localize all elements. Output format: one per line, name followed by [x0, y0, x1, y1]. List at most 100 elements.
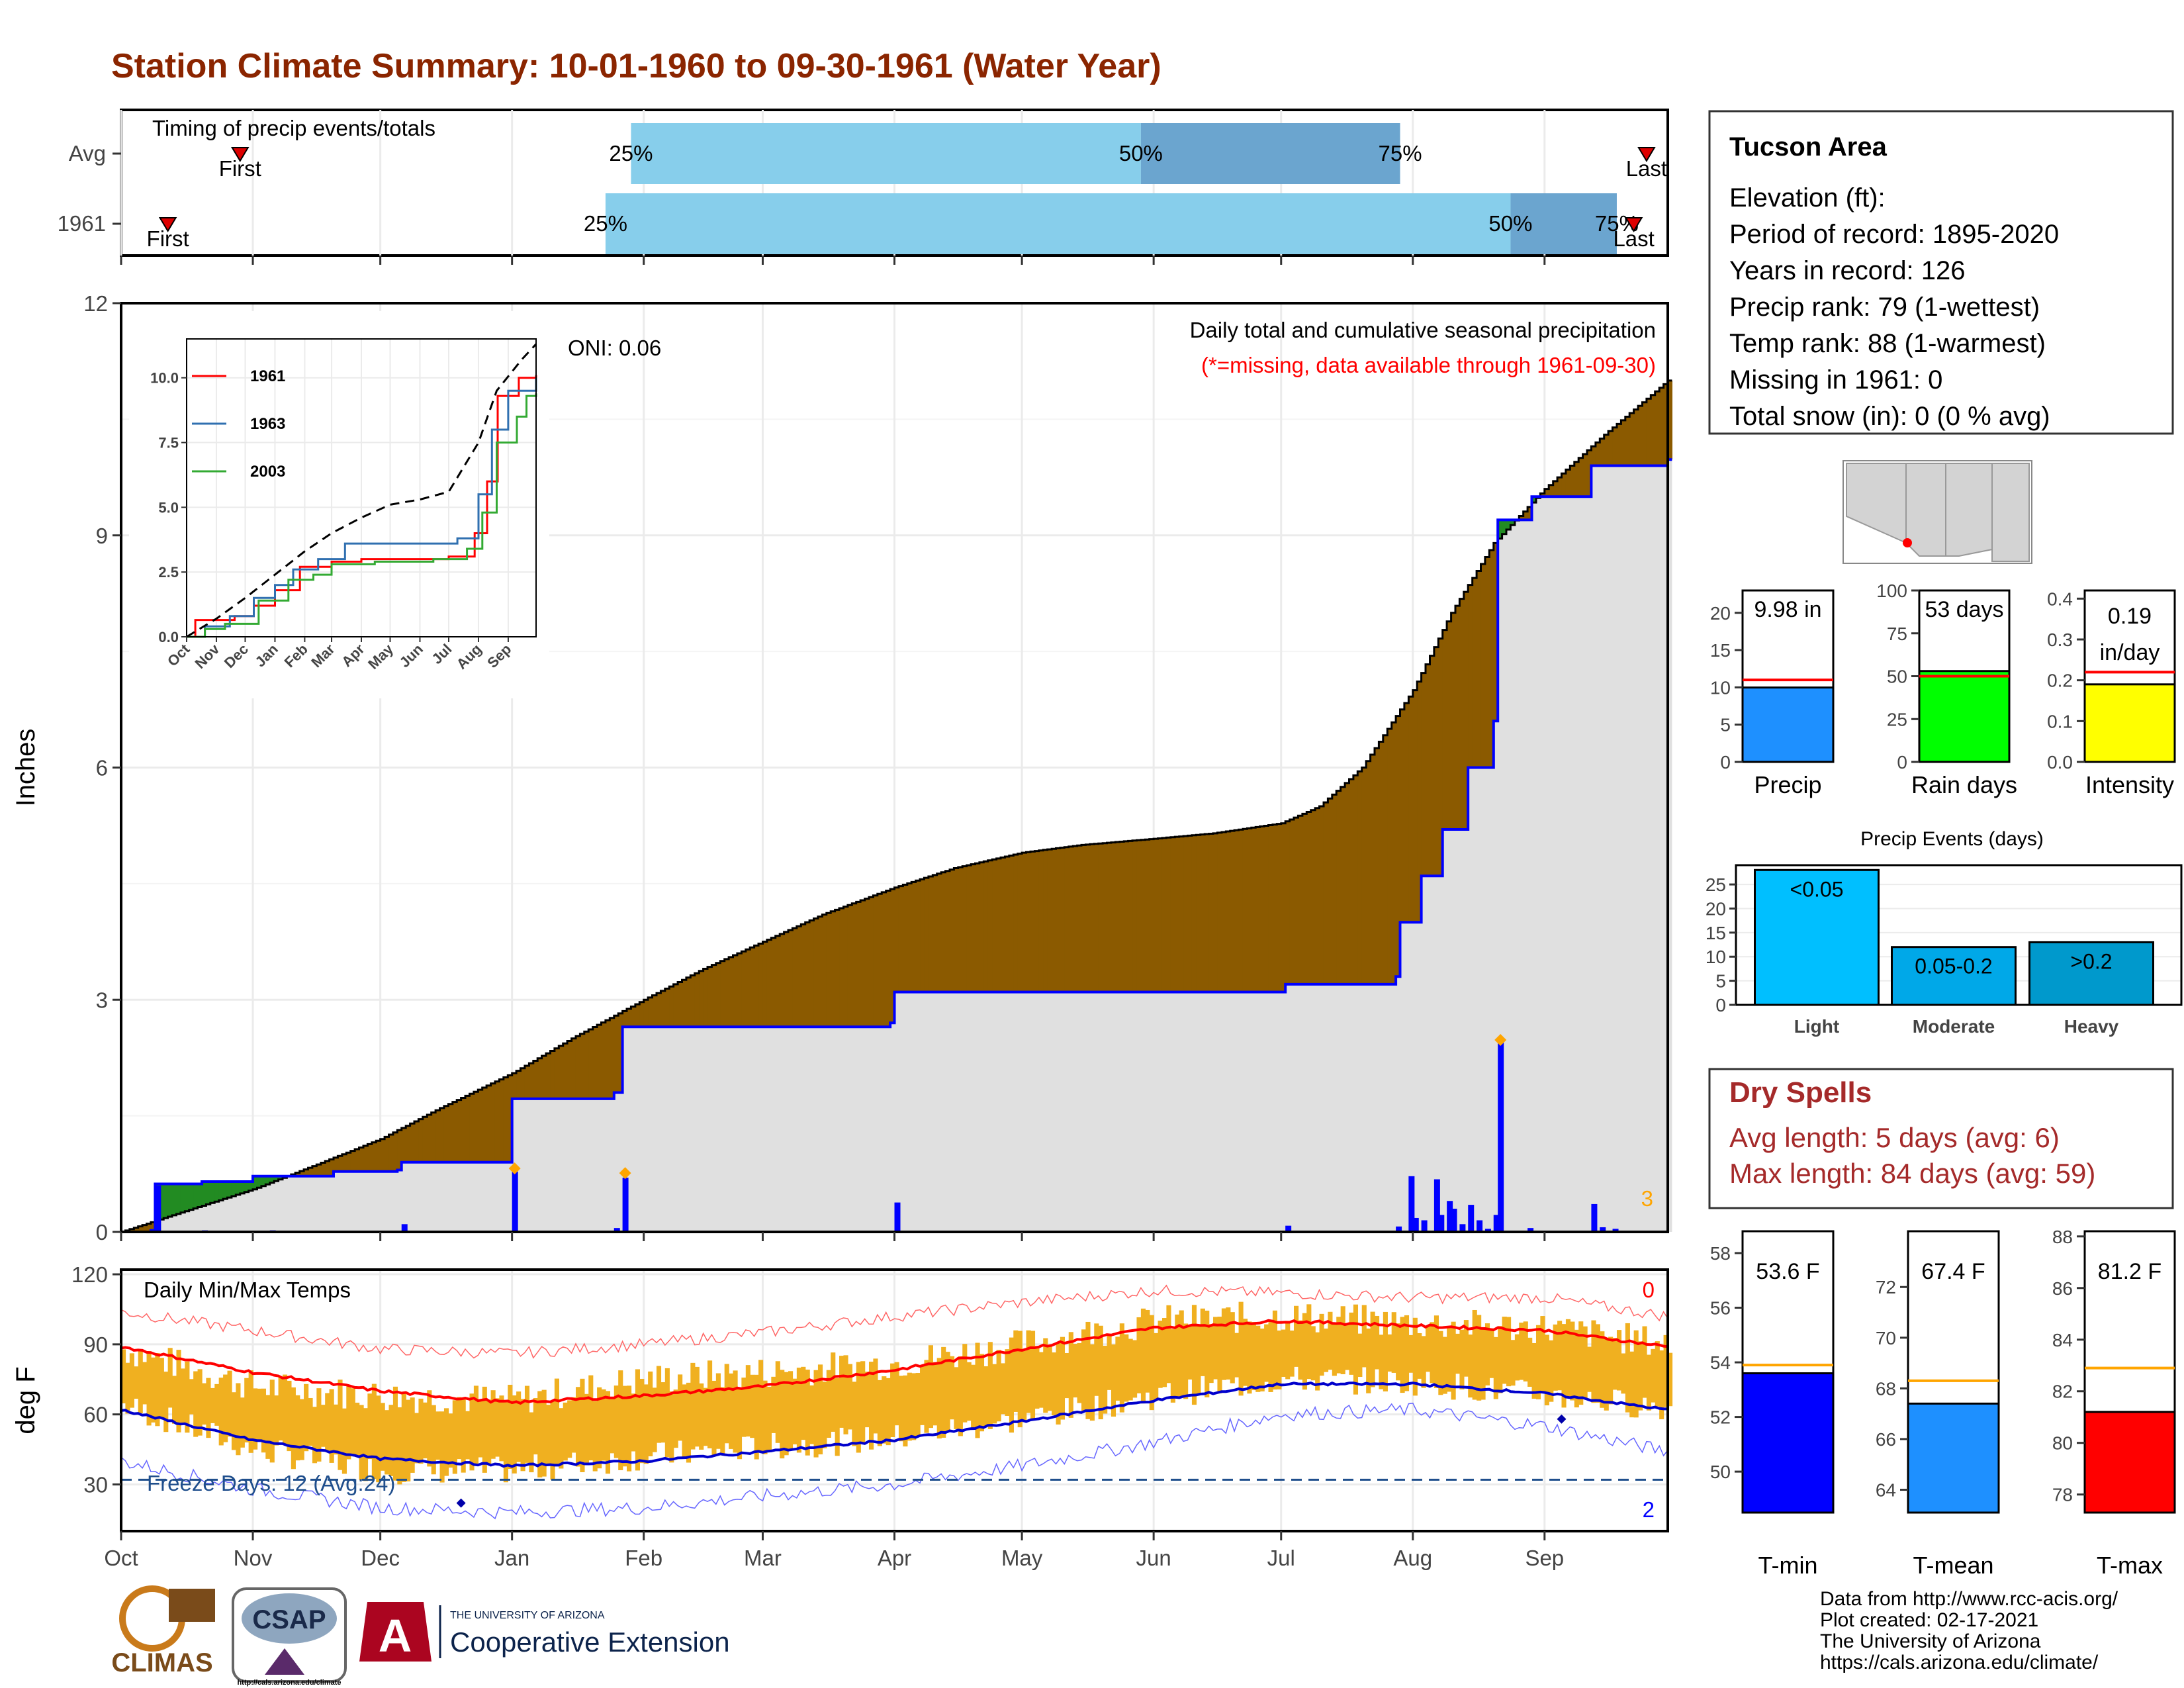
deficit-area	[533, 1060, 538, 1099]
daily-temp-bar	[1132, 1340, 1138, 1398]
tmean-y-tick-label: 70	[1876, 1328, 1896, 1348]
deficit-area	[559, 1045, 564, 1099]
daily-temp-bar	[715, 1373, 721, 1449]
deficit-area	[745, 949, 751, 1027]
daily-temp-bar	[1319, 1313, 1324, 1376]
daily-temp-bar	[983, 1366, 989, 1427]
deficit-area	[1477, 571, 1482, 768]
deficit-area	[427, 1114, 432, 1162]
daily-temp-bar	[325, 1393, 330, 1451]
daily-temp-bar	[167, 1348, 173, 1408]
station-info-line: Years in record: 126	[1729, 256, 1966, 285]
daily-precip-bar	[1451, 1208, 1457, 1232]
daily-temp-bar	[341, 1408, 347, 1474]
rain_days-panel: 0 25 50 75 100 53 days Rain days	[1876, 581, 2017, 798]
daily-temp-bar	[656, 1366, 662, 1443]
inset-y-tick-label: 7.5	[158, 435, 179, 451]
deficit-area	[780, 933, 785, 1027]
daily-temp-bar	[1502, 1317, 1507, 1384]
daily-temp-bar	[1659, 1350, 1664, 1420]
deficit-area	[1115, 842, 1120, 992]
precip-event-bar-label: 0.05-0.2	[1915, 955, 1992, 978]
deficit-area	[809, 920, 815, 1027]
deficit-area	[1604, 434, 1609, 466]
daily-temp-bar	[1638, 1341, 1643, 1411]
deficit-area	[1357, 771, 1363, 984]
daily-temp-bar	[1582, 1326, 1588, 1399]
deficit-area	[1052, 849, 1057, 992]
daily-temp-bar	[316, 1388, 322, 1462]
daily-temp-bar	[490, 1390, 496, 1459]
daily-precip-bar	[1408, 1176, 1415, 1232]
deficit-area	[754, 945, 759, 1027]
daily-temp-bar	[1068, 1332, 1073, 1418]
daily-temp-bar	[1506, 1317, 1512, 1387]
deficit-area	[631, 1006, 636, 1027]
daily-temp-bar	[1073, 1344, 1078, 1398]
deficit-area	[1217, 832, 1222, 992]
deficit-area	[1595, 442, 1600, 466]
daily-temp-bar	[1625, 1323, 1630, 1413]
surplus-area	[189, 1184, 194, 1210]
deficit-area	[410, 1123, 415, 1162]
deficit-area	[805, 922, 810, 1027]
daily-temp-bar	[435, 1411, 441, 1460]
daily-temp-bar	[1230, 1312, 1235, 1383]
deficit-area	[1200, 834, 1205, 992]
daily-temp-bar	[1544, 1335, 1549, 1406]
deficit-area	[860, 900, 866, 1027]
daily-temp-bar	[448, 1413, 453, 1468]
precip-event-bar	[2028, 941, 2154, 1006]
deficit-area	[601, 1022, 606, 1099]
deficit-area	[355, 1149, 360, 1172]
daily-temp-bar	[1408, 1335, 1414, 1373]
deficit-area	[784, 931, 789, 1027]
deficit-area	[1353, 775, 1358, 984]
ua-logo-large-text: Cooperative Extension	[450, 1626, 730, 1658]
record-marker-icon	[619, 1167, 631, 1180]
deficit-area	[1013, 855, 1019, 992]
precip_total-y-tick-label: 0	[1720, 752, 1731, 773]
tmin-category-label: T-min	[1758, 1552, 1818, 1579]
deficit-area	[1064, 847, 1069, 992]
precip-events-y-tick-label: 15	[1706, 923, 1726, 943]
daily-temp-bar	[817, 1364, 823, 1455]
daily-temp-bar	[1621, 1353, 1626, 1394]
deficit-area	[529, 1063, 534, 1099]
temp-y-tick-label: 30	[83, 1472, 108, 1497]
deficit-area	[1608, 431, 1614, 466]
daily-temp-bar	[843, 1355, 848, 1434]
deficit-area	[1455, 606, 1461, 830]
daily-temp-bar	[941, 1346, 946, 1438]
deficit-area	[1655, 391, 1660, 466]
month-tick-label: Sep	[1525, 1546, 1564, 1570]
daily-temp-bar	[201, 1383, 207, 1425]
timing-bar-50-75	[1140, 123, 1400, 184]
deficit-area	[1077, 845, 1082, 992]
daily-temp-bar	[197, 1369, 203, 1436]
daily-temp-bar	[1034, 1346, 1040, 1409]
daily-temp-bar	[338, 1380, 343, 1470]
daily-temp-bar	[1383, 1311, 1388, 1391]
cold-count: 2	[1643, 1497, 1655, 1522]
daily-temp-bar	[605, 1391, 611, 1474]
daily-temp-bar	[1561, 1324, 1567, 1408]
deficit-area	[1527, 506, 1533, 520]
daily-temp-bar	[1009, 1337, 1014, 1433]
deficit-area	[831, 911, 836, 1027]
daily-temp-bar	[1170, 1329, 1175, 1403]
daily-temp-bar	[1578, 1321, 1584, 1405]
deficit-area	[720, 961, 725, 1027]
deficit-area	[584, 1031, 589, 1099]
precip-y-tick-label: 0	[96, 1220, 108, 1244]
deficit-area	[1391, 722, 1396, 984]
daily-temp-bar	[1442, 1336, 1447, 1394]
deficit-area	[839, 908, 844, 1027]
dry-spells-box: Dry Spells Avg length: 5 days (avg: 6) Max…	[1708, 1068, 2174, 1209]
daily-temp-bar	[975, 1342, 980, 1438]
deficit-area	[1659, 387, 1664, 466]
deficit-area	[1383, 735, 1388, 984]
deficit-area	[503, 1077, 508, 1162]
daily-temp-bar	[1145, 1309, 1150, 1393]
precip-events-y-tick-label: 0	[1715, 995, 1726, 1015]
